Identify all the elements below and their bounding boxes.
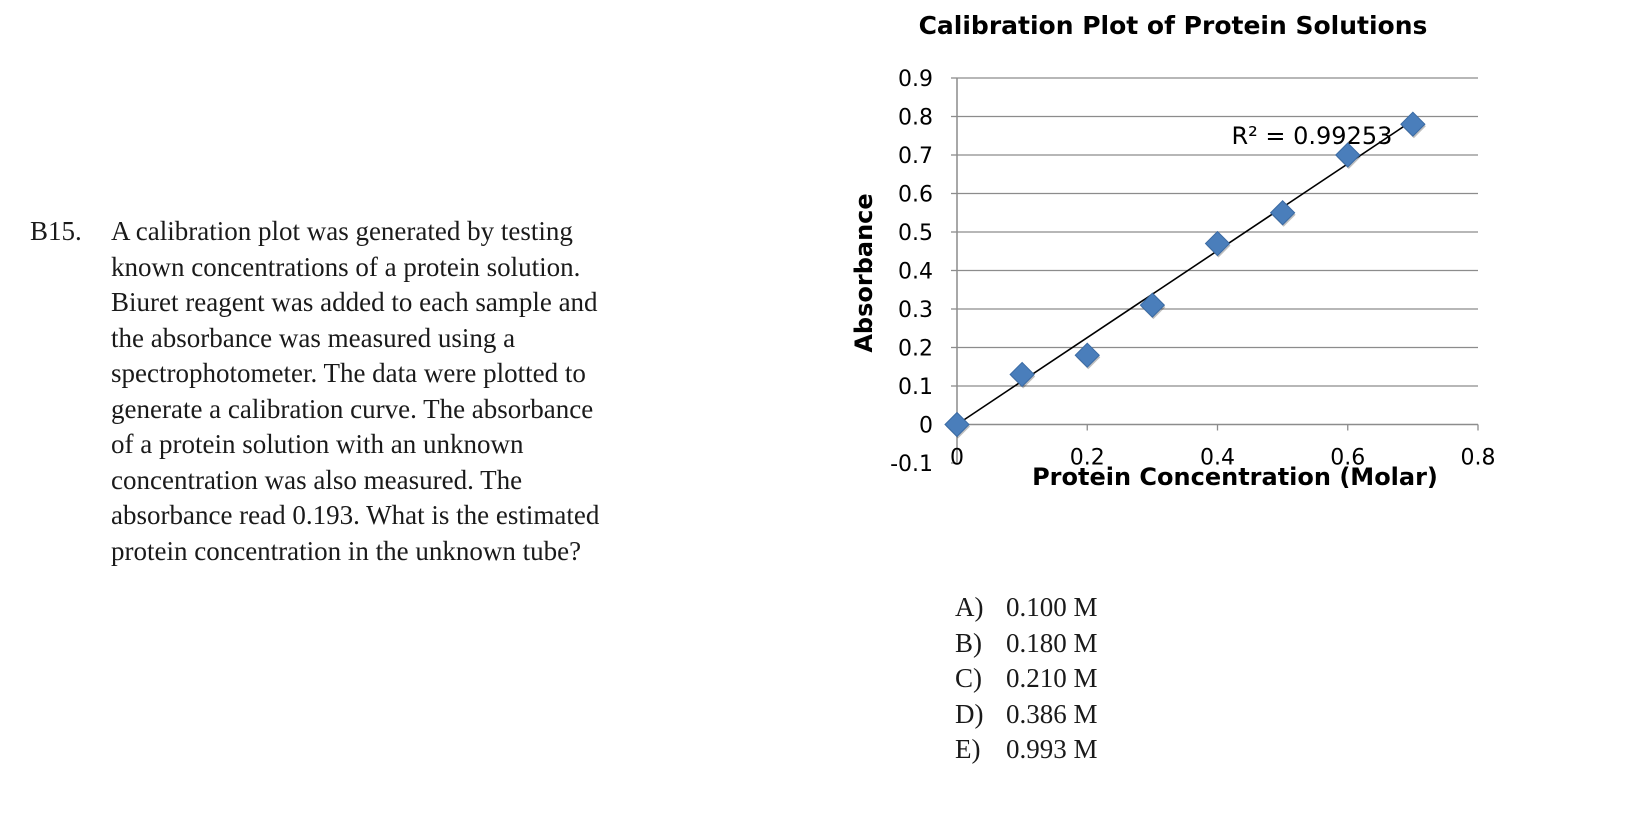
question-line: concentration was also measured. The xyxy=(111,464,523,495)
choice-a[interactable]: A) 0.100 M xyxy=(955,590,1098,626)
chart-title: Calibration Plot of Protein Solutions xyxy=(919,11,1428,40)
y-tick-label: -0.1 xyxy=(890,452,933,477)
x-tick-label: 0.6 xyxy=(1330,446,1365,471)
question-block: B15. A calibration plot was generated by… xyxy=(30,214,730,569)
choice-e[interactable]: E) 0.993 M xyxy=(955,732,1098,768)
chart-gridlines xyxy=(957,77,1478,387)
choice-d[interactable]: D) 0.386 M xyxy=(955,697,1098,733)
choice-text: 0.210 M xyxy=(1006,663,1098,693)
y-tick-label: 0.5 xyxy=(898,221,933,246)
x-tick-label: 0.4 xyxy=(1200,446,1235,471)
choice-text: 0.180 M xyxy=(1006,627,1098,658)
y-tick-label: 0.2 xyxy=(898,337,933,362)
choice-letter: C) xyxy=(955,663,982,693)
question-line: known concentrations of a protein soluti… xyxy=(111,251,581,282)
data-point xyxy=(1400,111,1426,137)
y-axis-label: Absorbance xyxy=(850,193,878,352)
question-line: of a protein solution with an unknown xyxy=(111,429,524,459)
y-tick-label: 0.1 xyxy=(898,375,933,400)
question-line: the absorbance was measured using a xyxy=(111,322,516,353)
data-point xyxy=(1074,342,1100,368)
choice-text: 0.386 M xyxy=(1006,698,1098,729)
y-tick-label: 0.7 xyxy=(898,144,933,169)
choice-b[interactable]: B) 0.180 M xyxy=(955,626,1098,662)
choice-letter: E) xyxy=(955,734,981,764)
question-line: Biuret reagent was added to each sample … xyxy=(111,287,598,317)
question-line: generate a calibration curve. The absorb… xyxy=(111,393,594,424)
choice-text: 0.993 M xyxy=(1006,734,1098,764)
y-tick-label: 0 xyxy=(919,414,933,439)
data-point xyxy=(1269,200,1296,226)
choice-letter: A) xyxy=(955,592,984,622)
question-line: A calibration plot was generated by test… xyxy=(111,216,573,246)
data-point xyxy=(944,411,970,438)
answer-choices: A) 0.100 M B) 0.180 M C) 0.210 M D) 0.386 M … xyxy=(955,590,1098,768)
y-tick-label: 0.3 xyxy=(898,298,933,323)
question-line: spectrophotometer. The data were plotted… xyxy=(111,358,586,388)
data-point xyxy=(1009,361,1035,388)
x-axis-label: Protein Concentration (Molar) xyxy=(1032,463,1438,491)
question-text: A calibration plot was generated by test… xyxy=(111,214,730,569)
y-tick-label: 0.8 xyxy=(898,106,933,131)
data-point xyxy=(1204,230,1231,257)
x-tick-label: 0.8 xyxy=(1461,446,1496,471)
calibration-chart: Calibration Plot of Protein Solutions 0.… xyxy=(850,11,1496,491)
x-tick-label: 0.2 xyxy=(1070,446,1105,471)
choice-text: 0.100 M xyxy=(1006,592,1098,622)
y-tick-label: 0.9 xyxy=(898,67,933,92)
question-line: absorbance read 0.193. What is the estim… xyxy=(111,500,600,530)
y-tick-label: 0.6 xyxy=(898,183,933,208)
y-tick-label: 0.4 xyxy=(898,260,933,285)
chart-axes: 0.9 0.8 0.7 0.6 0.5 0.4 0.3 0.2 0.1 0 -0.1 0 0.2 0.4 0… xyxy=(890,67,1495,477)
choice-c[interactable]: C) 0.210 M xyxy=(955,661,1098,697)
choice-letter: B) xyxy=(955,627,982,658)
chart-points xyxy=(944,111,1426,439)
data-point xyxy=(1139,292,1166,318)
x-tick-label: 0 xyxy=(950,446,964,471)
question-number: B15. xyxy=(30,216,82,246)
data-point xyxy=(1335,142,1361,168)
r-squared-label: R² = 0.99253 xyxy=(1231,122,1392,150)
choice-letter: D) xyxy=(955,698,984,729)
chart-trendline-group: R² = 0.99253 xyxy=(956,119,1414,426)
question-line: protein concentration in the unknown tub… xyxy=(111,535,582,566)
